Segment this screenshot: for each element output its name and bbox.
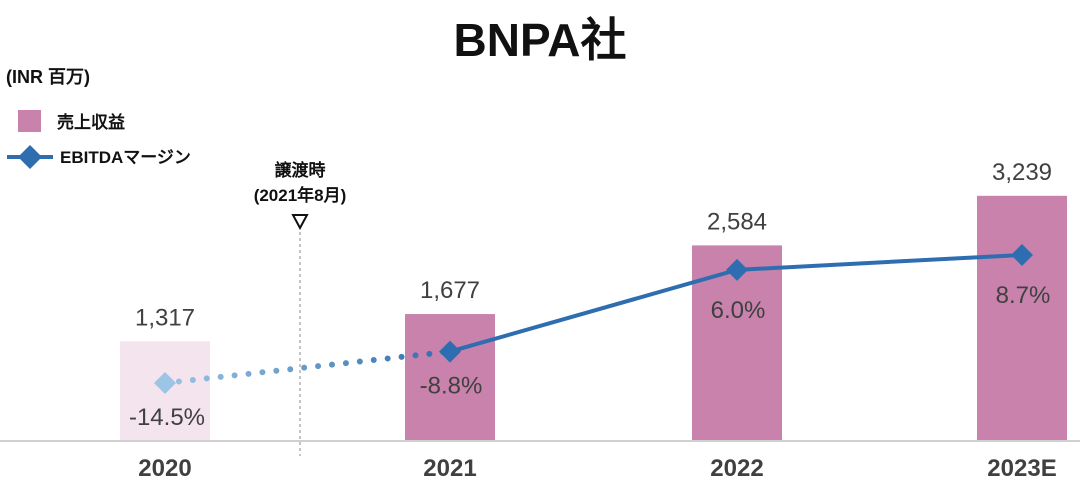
legend-bar-swatch <box>18 110 41 132</box>
bar-value-label-2021: 1,677 <box>420 277 480 304</box>
bar-value-label-2020: 1,317 <box>135 304 195 331</box>
ebitda-line-dotted-segment <box>162 348 453 387</box>
ebitda-point-2020 <box>154 372 176 395</box>
bar-2021 <box>405 314 495 441</box>
ebitda-label-2023E: 8.7% <box>996 282 1051 309</box>
bar-value-label-2022: 2,584 <box>707 208 767 235</box>
legend-revenue: 売上収益 <box>57 112 125 132</box>
ebitda-point-2022 <box>726 258 748 281</box>
annotation-line1: 譲渡時 <box>275 160 326 180</box>
ebitda-label-2020: -14.5% <box>129 404 205 431</box>
annotation-marker-icon <box>291 214 309 231</box>
annotation-line2: (2021年8月) <box>254 185 347 205</box>
x-tick-2022: 2022 <box>710 455 763 482</box>
ebitda-label-2021: -8.8% <box>420 373 483 400</box>
ebitda-point-2021 <box>439 340 461 363</box>
ebitda-label-2022: 6.0% <box>711 297 766 324</box>
bar-2023E <box>977 195 1067 441</box>
x-tick-2021: 2021 <box>423 455 476 482</box>
x-tick-2020: 2020 <box>138 455 191 482</box>
chart-title: BNPA社 <box>454 14 627 66</box>
bar-value-label-2023E: 3,239 <box>992 159 1052 186</box>
legend-ebitda: EBITDAマージン <box>60 148 191 167</box>
legend-diamond-icon <box>18 145 42 169</box>
ebitda-point-2023E <box>1011 243 1033 266</box>
unit-label: (INR 百万) <box>6 67 90 87</box>
x-tick-2023E: 2023E <box>987 455 1056 482</box>
